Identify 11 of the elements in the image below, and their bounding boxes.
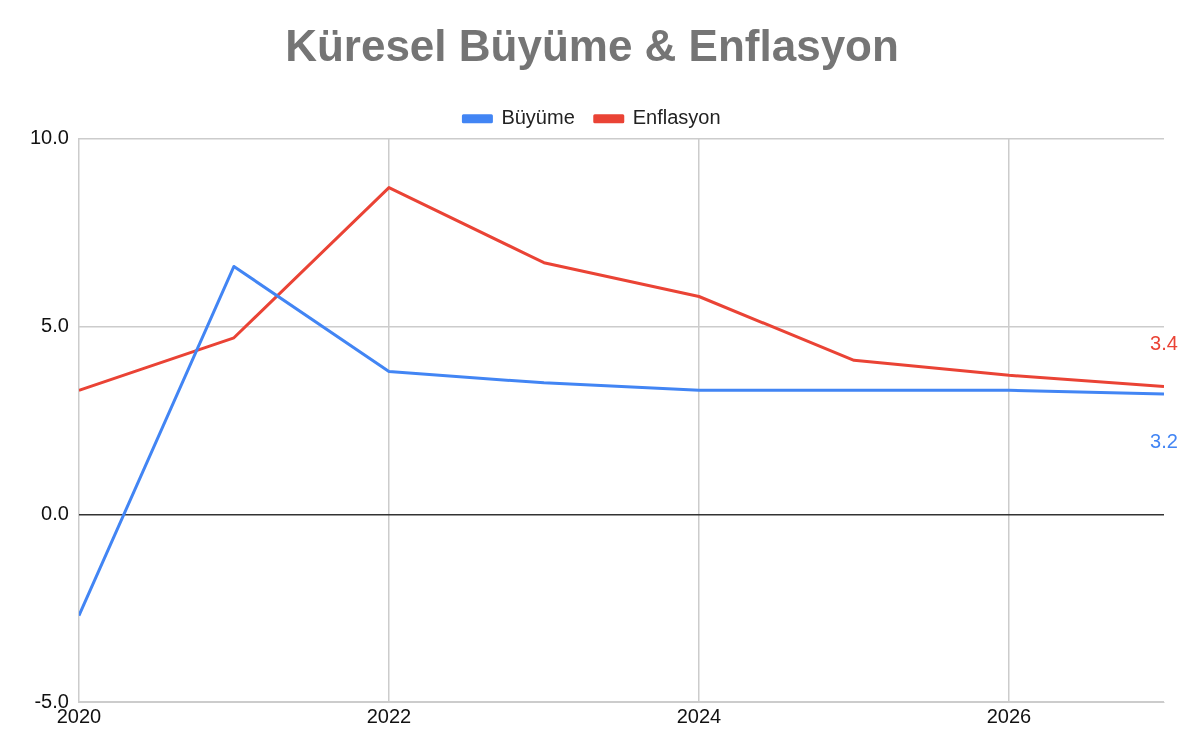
- legend-label: Büyüme: [501, 106, 575, 129]
- y-tick-label: 10.0: [29, 126, 69, 149]
- x-tick-label: 2022: [366, 704, 412, 727]
- chart-title: Küresel Büyüme & Enflasyon: [285, 20, 899, 70]
- x-tick-label: 2026: [986, 704, 1032, 727]
- y-tick-label: 0.0: [41, 501, 69, 524]
- data-label: 3.4: [1150, 332, 1178, 355]
- x-tick-label: 2024: [676, 704, 722, 727]
- legend-label: Enflasyon: [632, 106, 721, 129]
- data-label: 3.2: [1150, 429, 1178, 452]
- y-tick-label: 5.0: [41, 314, 69, 337]
